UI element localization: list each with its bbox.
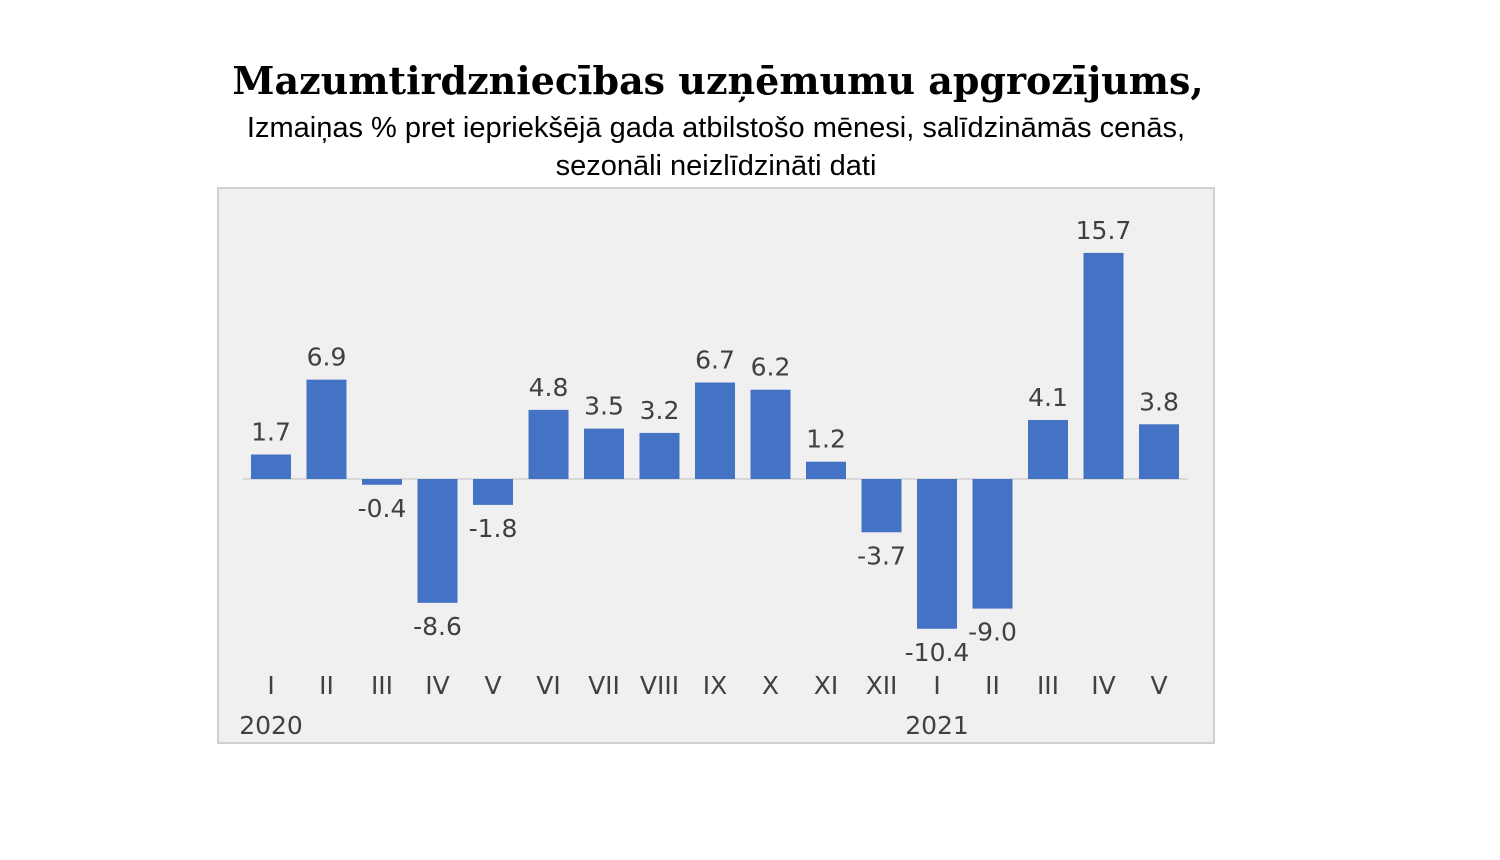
bar-6 [584,428,624,479]
data-label-15: 15.7 [1076,216,1132,245]
data-label-4: -1.8 [469,514,518,543]
data-label-5: 4.8 [529,373,569,402]
bar-16 [1139,424,1179,479]
chart-title: Mazumtirdzniecības uzņēmumu apgrozījums, [232,58,1204,103]
data-label-2: -0.4 [358,494,407,523]
bar-7 [639,432,680,479]
x-tick-label-2: III [371,671,393,700]
x-tick-label-5: VI [536,671,560,700]
x-tick-label-6: VII [588,671,620,700]
data-label-0: 1.7 [251,418,291,447]
bar-9 [750,389,791,479]
bar-14 [1028,419,1068,479]
data-label-6: 3.5 [584,392,624,421]
data-label-8: 6.7 [695,346,735,375]
data-label-1: 6.9 [307,343,347,372]
bar-11 [861,479,902,533]
data-label-3: -8.6 [413,612,462,641]
chart-subtitle-line1: Izmaiņas % pret iepriekšējā gada atbilst… [246,112,1186,144]
year-label-1: 2021 [905,711,969,740]
bar-2 [362,479,402,485]
x-tick-label-8: IX [703,671,728,700]
bar-12 [917,479,957,629]
chart-subtitle-line2: sezonāli neizlīdzināti dati [555,150,877,182]
x-tick-label-15: IV [1091,671,1115,700]
x-tick-label-7: VIII [640,671,679,700]
year-label-0: 2020 [239,711,303,740]
x-tick-label-3: IV [425,671,449,700]
x-tick-label-0: I [267,671,274,700]
bar-0 [251,454,291,479]
x-tick-label-9: X [762,671,779,700]
data-label-16: 3.8 [1139,387,1179,416]
data-label-14: 4.1 [1028,383,1068,412]
data-label-10: 1.2 [806,425,846,454]
x-tick-label-14: III [1037,671,1059,700]
bar-8 [695,382,735,479]
x-tick-label-10: XI [814,671,839,700]
bar-13 [972,479,1013,609]
bar-3 [417,479,458,603]
x-tick-label-4: V [484,671,501,700]
x-tick-label-11: XII [866,671,898,700]
data-label-12: -10.4 [905,638,970,667]
bar-4 [473,479,513,505]
x-tick-label-12: I [933,671,940,700]
x-tick-label-16: V [1150,671,1167,700]
data-label-7: 3.2 [640,396,680,425]
x-tick-label-1: II [319,671,334,700]
bar-5 [528,409,569,479]
data-label-11: -3.7 [857,541,906,570]
bar-10 [806,461,846,479]
x-tick-label-13: II [985,671,1000,700]
bar-1 [306,379,347,479]
data-label-13: -9.0 [968,618,1017,647]
bar-15 [1083,252,1124,479]
data-label-9: 6.2 [751,353,791,382]
